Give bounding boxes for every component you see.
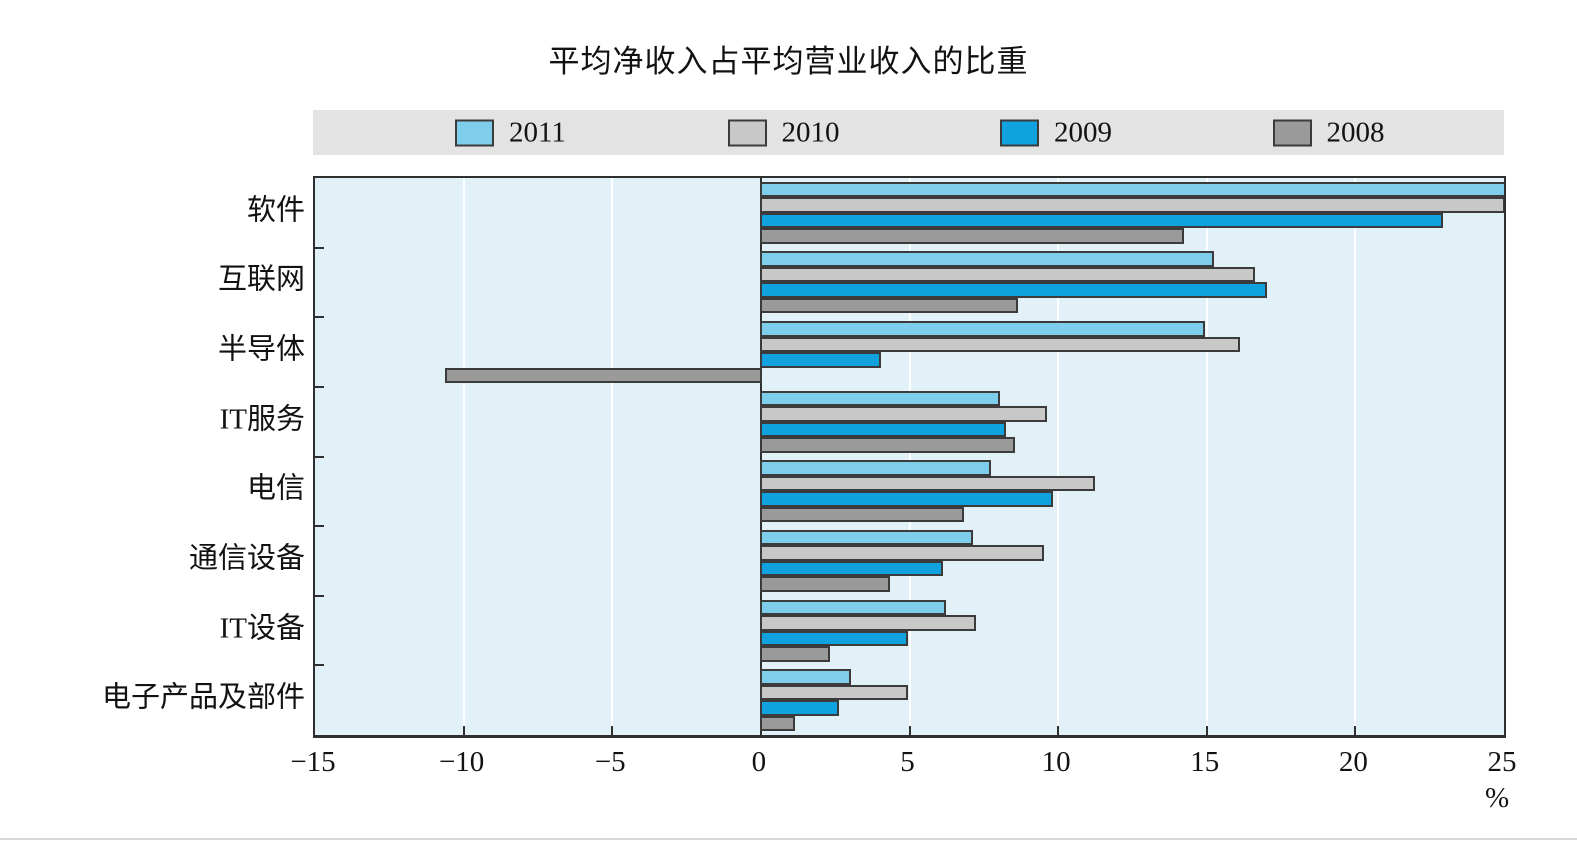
legend-label: 2009 (1054, 116, 1112, 148)
bar-2010 (759, 266, 1256, 283)
bar-2009 (759, 421, 1006, 438)
bar-2008 (444, 367, 762, 384)
legend-label: 2010 (781, 116, 840, 148)
bar-2009 (759, 630, 908, 647)
bar-2011 (759, 599, 947, 616)
category-label: 半导体 (217, 333, 305, 366)
bar-2008 (759, 437, 1015, 453)
x-tick-mark (1057, 726, 1060, 735)
gridline (1354, 178, 1357, 735)
y-tick-mark (315, 664, 324, 667)
category-label: 软件 (246, 194, 305, 227)
x-tick-mark (908, 726, 911, 735)
bar-2010 (759, 336, 1241, 353)
legend-swatch-2008 (1272, 119, 1312, 146)
zero-axis-line (759, 178, 762, 735)
y-tick-mark (315, 246, 324, 249)
bar-2008 (759, 715, 795, 732)
category-axis: 软件互联网半导体 IT服务电信通信设备 IT设备电子产品及部件 (30, 176, 305, 733)
x-tick-label: 25 (1487, 746, 1517, 778)
y-tick-mark (315, 525, 324, 528)
bar-2009 (759, 352, 881, 368)
bar-2009 (759, 282, 1268, 298)
bar-2010 (759, 197, 1504, 213)
category-label: 电信 (246, 472, 305, 505)
category-label: 互联网 (217, 263, 305, 296)
x-tick-label: 10 (1041, 746, 1071, 778)
y-tick-mark (315, 594, 324, 597)
bar-2011 (759, 390, 1000, 407)
x-tick-label: 0 (751, 746, 767, 778)
legend-label: 2008 (1326, 116, 1385, 148)
x-axis: −15 −10 −5 0 5 10 15 20 25 (290, 746, 1516, 788)
bar-2008 (759, 297, 1018, 314)
legend-entry-2010: 2010 (727, 116, 840, 148)
bar-2011 (759, 460, 991, 476)
x-tick-mark (1205, 726, 1208, 735)
bar-2011 (759, 669, 852, 685)
bar-2011 (759, 321, 1205, 337)
x-axis-unit: % (1485, 782, 1510, 814)
category-label: 通信设备 (188, 542, 305, 575)
legend: 2011 2010 2009 2008 (313, 110, 1504, 155)
x-tick-label: −10 (438, 746, 485, 778)
x-tick-label: 15 (1190, 746, 1220, 778)
x-tick-mark (611, 726, 614, 735)
x-tick-label: −5 (594, 746, 626, 778)
gridline (462, 178, 465, 735)
bar-2008 (759, 228, 1184, 244)
bar-2011 (759, 529, 973, 546)
x-tick-label: 5 (900, 746, 915, 778)
category-label: IT设备 (219, 612, 305, 645)
bar-2009 (759, 491, 1054, 507)
legend-entry-2011: 2011 (455, 118, 566, 147)
legend-swatch-2011 (455, 119, 494, 146)
gridline (1057, 178, 1060, 735)
category-label: 电子产品及部件 (101, 681, 305, 714)
bar-2010 (759, 545, 1045, 561)
plot-area (313, 176, 1506, 738)
bar-2010 (759, 406, 1048, 422)
bar-2008 (759, 576, 890, 592)
x-tick-mark (1354, 726, 1357, 735)
bar-2010 (759, 475, 1095, 492)
bar-2009 (759, 212, 1443, 229)
legend-swatch-2010 (727, 119, 767, 146)
legend-entry-2009: 2009 (1000, 118, 1112, 147)
legend-swatch-2009 (1000, 119, 1039, 146)
bar-2009 (759, 560, 944, 577)
bar-2008 (759, 646, 831, 662)
bar-2011 (759, 251, 1214, 267)
page-bottom-rule (0, 838, 1577, 840)
x-tick-label: 20 (1338, 746, 1368, 778)
bar-2010 (759, 684, 908, 701)
legend-label: 2011 (509, 116, 566, 148)
bar-2010 (759, 615, 976, 631)
legend-entry-2008: 2008 (1272, 116, 1385, 148)
gridline (611, 178, 614, 735)
y-tick-mark (315, 385, 324, 388)
bar-2008 (759, 506, 964, 523)
gridline (1205, 178, 1208, 735)
y-tick-mark (315, 316, 324, 319)
x-tick-label: −15 (290, 746, 336, 778)
y-tick-mark (315, 455, 324, 458)
gridline (908, 178, 911, 735)
bar-2011 (759, 181, 1504, 198)
bar-2009 (759, 700, 840, 716)
chart-title: 平均净收入占平均营业收入的比重 (548, 44, 1029, 79)
x-tick-mark (462, 726, 465, 735)
category-label: IT服务 (219, 403, 305, 436)
